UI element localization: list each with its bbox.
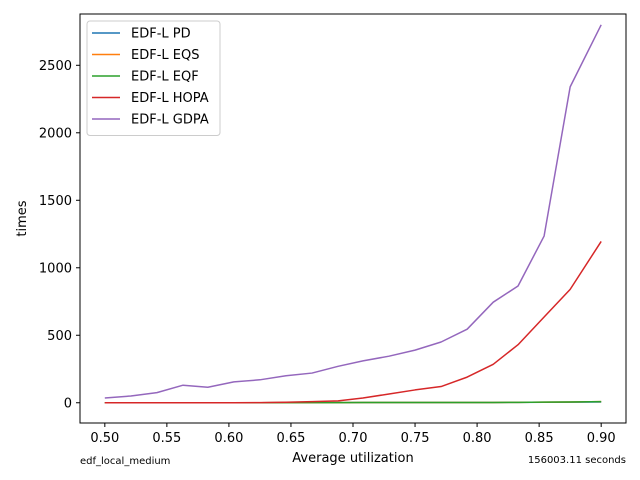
legend-label: EDF-L EQF	[131, 70, 199, 85]
y-tick-label: 1000	[39, 261, 72, 276]
x-tick-label: 0.90	[587, 431, 616, 446]
legend: EDF-L PD EDF-L EQS EDF-L EQF EDF-L HOPA EDF-…	[86, 20, 221, 136]
y-tick-label: 2000	[39, 126, 72, 141]
y-tick-label: 2500	[39, 59, 72, 74]
y-axis-ticks: 0 500 1000 1500 2000 2500	[39, 59, 80, 411]
legend-label: EDF-L GDPA	[131, 113, 209, 128]
x-tick-label: 0.55	[152, 431, 181, 446]
x-axis-ticks: 0.50 0.55 0.60 0.65 0.70 0.75 0.80 0.85 0.90	[90, 423, 616, 446]
y-tick-label: 500	[47, 329, 72, 344]
x-tick-label: 0.85	[525, 431, 554, 446]
series-line-4	[104, 24, 602, 399]
legend-label: EDF-L EQS	[131, 48, 199, 63]
x-tick-label: 0.75	[401, 431, 430, 446]
footnote-right: 156003.11 seconds	[527, 455, 626, 466]
legend-label: EDF-L PD	[131, 27, 191, 42]
x-tick-label: 0.80	[463, 431, 492, 446]
y-tick-label: 0	[64, 396, 72, 411]
x-tick-label: 0.60	[214, 431, 243, 446]
x-tick-label: 0.50	[90, 431, 119, 446]
series-lines	[104, 24, 602, 404]
x-axis-label: Average utilization	[292, 451, 413, 466]
x-tick-label: 0.65	[276, 431, 305, 446]
series-line-3	[104, 241, 602, 404]
x-tick-label: 0.70	[339, 431, 368, 446]
legend-label: EDF-L HOPA	[131, 91, 209, 106]
footnote-left: edf_local_medium	[80, 456, 171, 467]
y-tick-label: 1500	[39, 194, 72, 209]
legend-box	[86, 20, 221, 136]
y-axis-label: times	[15, 200, 30, 236]
